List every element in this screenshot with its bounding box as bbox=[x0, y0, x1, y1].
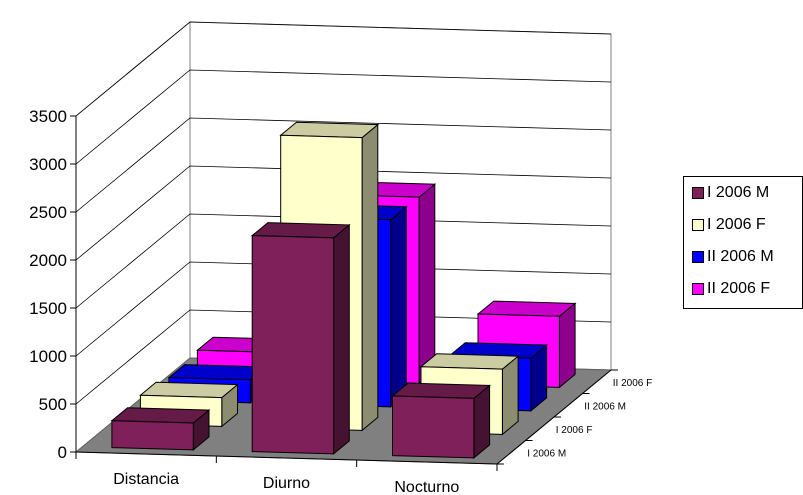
bar bbox=[250, 222, 351, 455]
legend-label: I 2006 M bbox=[707, 184, 770, 201]
legend-item: I 2006 M bbox=[692, 183, 769, 203]
depth-tick-label: I 2006 F bbox=[556, 425, 593, 436]
bar-side bbox=[418, 183, 436, 385]
depth-tick-label: I 2006 M bbox=[527, 448, 566, 459]
y-tick-label: 3500 bbox=[29, 107, 67, 126]
legend-label: II 2006 M bbox=[707, 248, 774, 265]
legend-item: II 2006 F bbox=[692, 279, 770, 299]
bar-side bbox=[333, 223, 350, 455]
gridline bbox=[75, 213, 612, 309]
legend-swatch bbox=[692, 219, 704, 231]
y-tick-label: 1500 bbox=[29, 299, 67, 318]
gridline bbox=[75, 69, 612, 165]
legend-item: II 2006 M bbox=[692, 247, 774, 267]
bar-front bbox=[392, 395, 475, 459]
gridline bbox=[75, 21, 612, 117]
legend-label: II 2006 F bbox=[707, 280, 771, 297]
y-tick-label: 1000 bbox=[29, 347, 67, 366]
legend-item: I 2006 F bbox=[692, 215, 766, 235]
bar-front bbox=[111, 420, 194, 451]
bar-side bbox=[361, 123, 379, 432]
depth-tick-label: II 2006 F bbox=[613, 378, 652, 389]
gridline bbox=[75, 309, 612, 405]
bar-side bbox=[390, 205, 407, 408]
legend-label: I 2006 F bbox=[707, 216, 766, 233]
y-tick-label: 500 bbox=[39, 395, 67, 414]
x-axis-line bbox=[75, 451, 498, 465]
y-axis: 0 500 1000 1500 2000 2500 3000 3500 bbox=[29, 107, 77, 462]
grid-lines bbox=[75, 21, 612, 405]
x-axis: Distancia Diurno Nocturno bbox=[75, 451, 498, 495]
bar-side bbox=[501, 355, 519, 436]
gridline bbox=[75, 261, 612, 357]
y-tick-label: 0 bbox=[58, 443, 67, 462]
bar bbox=[110, 407, 211, 451]
y-tick-label: 3000 bbox=[29, 155, 67, 174]
legend-swatch bbox=[692, 283, 704, 295]
x-tick-label: Diurno bbox=[263, 475, 310, 492]
gridline bbox=[75, 165, 612, 261]
legend-swatch bbox=[692, 251, 704, 263]
bars bbox=[110, 121, 577, 459]
bar-front bbox=[251, 235, 335, 455]
x-tick-label: Nocturno bbox=[394, 479, 459, 495]
depth-axis: I 2006 M I 2006 F II 2006 M II 2006 F bbox=[496, 369, 652, 465]
bar bbox=[391, 382, 491, 459]
y-tick-label: 2000 bbox=[29, 251, 67, 270]
legend-swatch bbox=[692, 187, 704, 199]
bar-side bbox=[558, 302, 576, 389]
gridline bbox=[75, 117, 612, 213]
depth-tick-label: II 2006 M bbox=[584, 401, 626, 412]
y-tick-label: 2500 bbox=[29, 203, 67, 222]
legend: I 2006 M I 2006 F II 2006 M II 2006 F bbox=[683, 176, 803, 309]
x-tick-label: Distancia bbox=[113, 471, 179, 488]
